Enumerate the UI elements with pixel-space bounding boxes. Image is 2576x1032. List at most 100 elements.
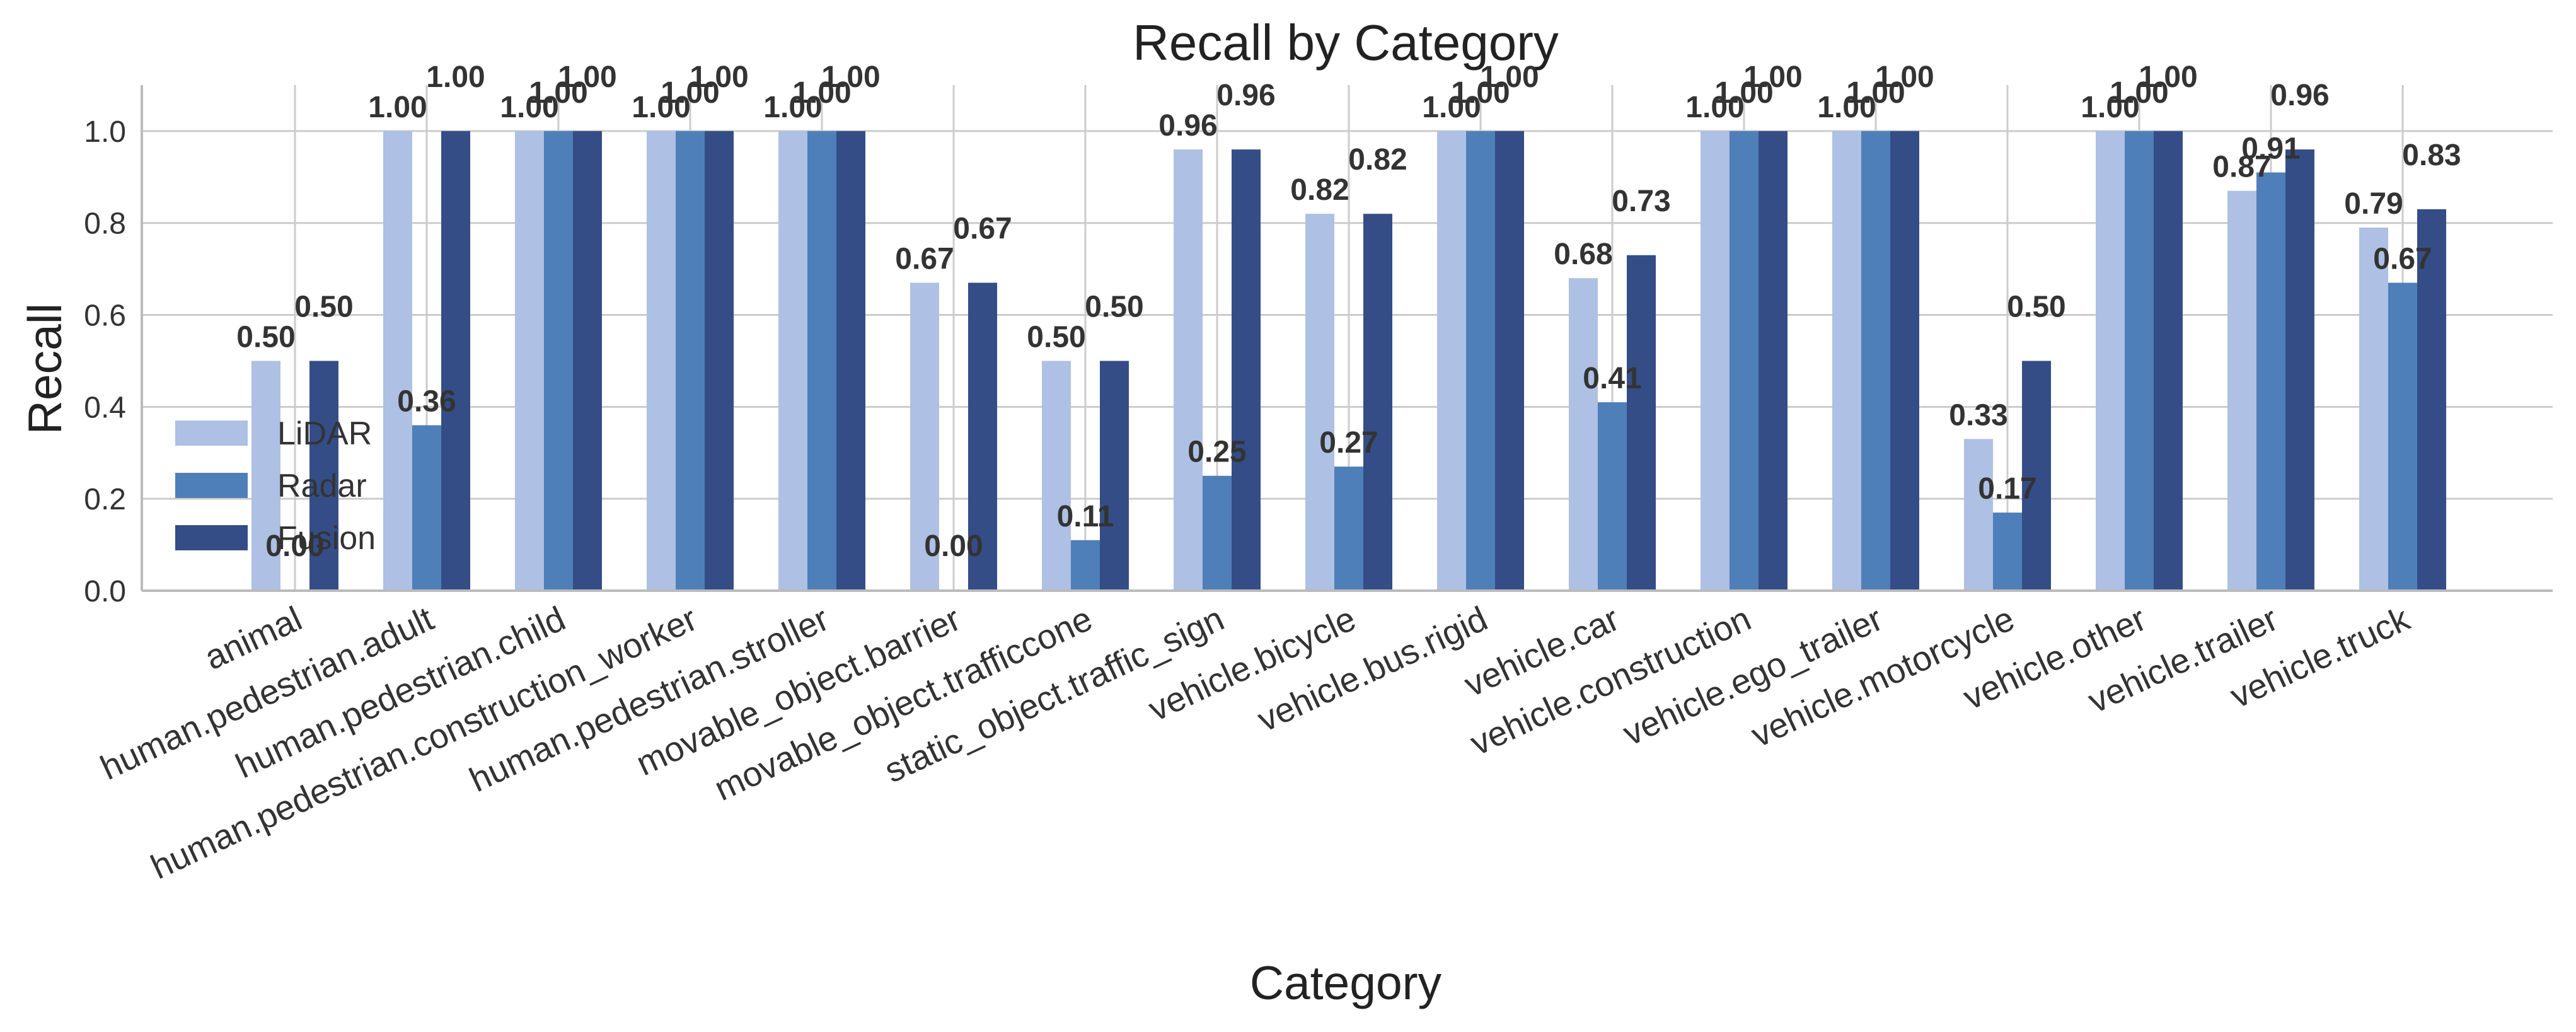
bar-lidar [2227,190,2256,591]
bar-fusion [2285,149,2314,591]
bar-fusion [441,130,470,591]
value-label-fusion: 0.67 [953,212,1012,246]
value-label-lidar: 0.50 [1027,320,1085,354]
chart-title: Recall by Category [1133,14,1559,71]
y-tick-label: 0.6 [84,299,126,333]
bar-fusion [1100,361,1129,591]
bar-lidar [1964,439,1993,591]
legend-label-lidar: LiDAR [277,415,372,452]
bars-layer [251,130,2446,591]
value-label-fusion: 1.00 [821,61,880,94]
x-axis-label: Category [1250,956,1442,1009]
bar-fusion [1627,255,1656,591]
bar-radar [2125,130,2154,591]
value-label-lidar: 0.67 [895,243,954,276]
value-label-fusion: 0.82 [1348,143,1407,177]
value-label-lidar: 1.00 [1422,91,1481,124]
bar-fusion [1495,130,1524,591]
bar-radar [807,130,836,591]
value-label-radar: 0.11 [1057,500,1114,533]
value-label-radar: 0.25 [1187,436,1246,469]
legend-label-fusion: Fusion [277,520,376,557]
value-label-radar: 1.00 [1451,76,1510,110]
bar-lidar [2359,228,2388,591]
value-label-lidar: 1.00 [368,91,427,124]
bar-fusion [1232,149,1261,591]
bar-lidar [1569,278,1598,591]
value-label-lidar: 1.00 [500,91,558,124]
value-label-lidar: 0.82 [1290,173,1349,207]
value-label-lidar: 1.00 [763,91,822,124]
value-label-fusion: 0.73 [1612,185,1670,218]
bar-radar [1334,467,1363,591]
bar-lidar [1832,130,1861,591]
bar-radar [412,425,441,591]
bar-radar [2256,172,2285,591]
y-tick-label: 0.0 [84,575,126,608]
value-label-fusion: 1.00 [1743,61,1802,94]
bar-lidar [515,130,544,591]
bar-fusion [2022,361,2051,591]
value-label-fusion: 0.96 [1216,79,1275,112]
bar-radar [1861,130,1890,591]
bar-fusion [2154,130,2183,591]
bar-radar [1993,513,2022,591]
value-label-fusion: 1.00 [690,61,748,94]
legend-swatch-fusion [175,525,248,550]
x-tick-label: vehicle.bus.rigid [1251,599,1493,739]
value-label-fusion: 0.83 [2402,139,2461,172]
bar-radar [1730,130,1759,591]
value-label-radar: 1.00 [1846,76,1905,110]
value-label-radar: 1.00 [661,76,719,110]
bar-lidar [647,130,676,591]
value-label-fusion: 0.50 [294,290,353,323]
bar-radar [1466,130,1495,591]
value-label-radar: 0.36 [397,385,456,419]
value-label-lidar: 1.00 [2081,91,2139,124]
bar-fusion [309,361,338,591]
bar-fusion [573,130,602,591]
bar-radar [2388,282,2417,591]
bar-radar [676,130,705,591]
value-label-radar: 1.00 [2110,76,2168,110]
y-tick-label: 0.2 [84,483,126,516]
bar-fusion [1759,130,1788,591]
bar-lidar [778,130,807,591]
value-label-radar: 0.00 [924,530,983,563]
value-label-lidar: 1.00 [1817,91,1876,124]
legend-swatch-radar [175,473,248,498]
value-label-fusion: 0.50 [1085,290,1143,323]
bar-fusion [705,130,734,591]
bar-lidar [1042,361,1071,591]
legend-swatch-lidar [175,420,248,446]
value-label-lidar: 0.87 [2212,151,2271,184]
value-label-radar: 0.00 [265,530,324,563]
value-label-fusion: 1.00 [1875,61,1934,94]
value-label-fusion: 1.00 [2139,61,2197,94]
value-label-radar: 1.00 [792,76,851,110]
value-label-lidar: 1.00 [632,91,690,124]
value-label-lidar: 0.33 [1949,398,2007,432]
value-label-radar: 1.00 [529,76,587,110]
bar-radar [544,130,573,591]
value-label-radar: 1.00 [1714,76,1773,110]
value-label-fusion: 0.96 [2270,79,2329,112]
bar-fusion [1890,130,1919,591]
bar-radar [1203,475,1232,591]
value-label-radar: 0.27 [1319,426,1378,460]
y-axis-label: Recall [18,303,71,434]
value-label-fusion: 0.50 [2007,290,2065,323]
value-label-lidar: 1.00 [1685,91,1744,124]
legend: LiDAR Radar Fusion [175,415,376,557]
value-label-lidar: 0.79 [2344,187,2403,221]
y-tick-label: 0.4 [84,391,126,424]
value-label-fusion: 1.00 [426,61,485,94]
y-tick-label: 0.8 [84,207,126,241]
value-label-radar: 0.41 [1583,362,1641,395]
value-label-lidar: 0.68 [1554,238,1612,271]
bar-fusion [968,282,997,591]
bar-lidar [2096,130,2125,591]
value-label-radar: 0.91 [2241,132,2300,166]
bar-lidar [251,361,280,591]
